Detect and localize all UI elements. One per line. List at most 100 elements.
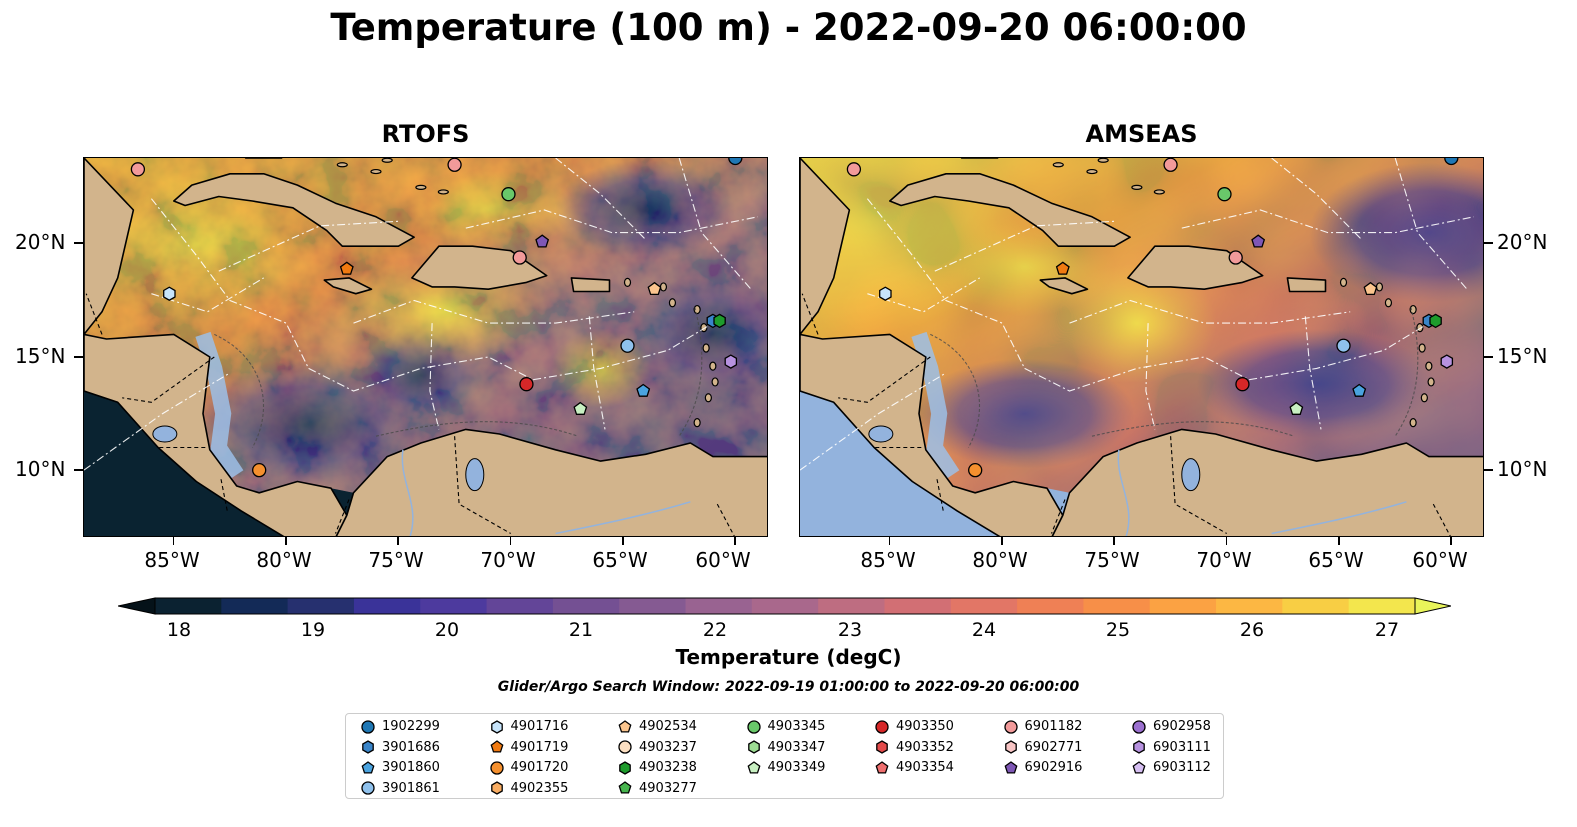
bahamas-island — [1086, 168, 1098, 175]
panel-title-rtofs: RTOFS — [381, 120, 470, 148]
float-marker-4901719[interactable] — [1055, 261, 1070, 275]
float-marker-4903238[interactable] — [713, 313, 726, 329]
lon-tick — [1450, 537, 1452, 545]
float-marker-4901716[interactable] — [163, 286, 176, 301]
float-marker-1902299[interactable] — [1444, 158, 1459, 166]
float-marker-4902534[interactable] — [1363, 281, 1378, 296]
lon-tick — [888, 537, 891, 545]
legend-label: 1902299 — [382, 719, 440, 734]
legend-label: 4901720 — [510, 760, 569, 775]
eez-boundary — [588, 316, 606, 430]
legend-marker-circle-icon — [875, 719, 889, 734]
lake-nicaragua — [152, 425, 178, 443]
float-marker-4901716[interactable] — [879, 286, 892, 301]
float-marker-4903238[interactable] — [1429, 313, 1442, 329]
legend-label: 6902916 — [1024, 760, 1083, 775]
legend-label: 4901719 — [510, 739, 569, 755]
legend-item: 4903350 — [874, 717, 954, 737]
lon-label-80w: 80°W — [972, 548, 1028, 572]
eez-boundary — [84, 372, 231, 471]
lon-label-65w: 65°W — [1308, 548, 1364, 572]
eez-boundary — [1181, 209, 1474, 234]
land-yucatan — [84, 158, 135, 336]
lat-tick — [1484, 469, 1493, 471]
lake-maracaibo — [1181, 458, 1201, 492]
float-marker-6901182[interactable] — [447, 158, 462, 172]
legend-label: 4903347 — [767, 739, 826, 755]
float-marker-4903350[interactable] — [519, 377, 534, 392]
legend-label: 4903345 — [767, 719, 826, 734]
land-cuba — [173, 173, 415, 247]
legend-label: 4903349 — [767, 760, 826, 775]
land-cuba — [889, 173, 1131, 247]
lon-label-60w: 60°W — [695, 548, 751, 572]
float-marker-4901720[interactable] — [968, 462, 983, 478]
float-marker-4902534[interactable] — [647, 281, 662, 296]
lesser-antilles-island — [1420, 393, 1428, 403]
bahamas-island — [1153, 189, 1165, 195]
bahamas-island — [1131, 184, 1143, 191]
legend-item: 4903354 — [874, 758, 954, 778]
legend-label: 3901686 — [382, 739, 440, 755]
lesser-antilles-island — [693, 418, 701, 428]
float-marker-4903345[interactable] — [501, 187, 516, 202]
float-marker-6903111[interactable] — [1440, 354, 1454, 369]
lat-label-left-10n: 10°N — [15, 457, 66, 481]
float-marker-3901861[interactable] — [620, 338, 635, 353]
float-marker-4901719[interactable] — [339, 261, 354, 275]
legend-item: 3901860 — [360, 758, 440, 778]
eez-boundary — [429, 323, 440, 430]
float-marker-6903111[interactable] — [724, 354, 738, 369]
colorbar-segment — [818, 598, 886, 614]
lon-label-85w: 85°W — [144, 548, 200, 572]
bahamas-island — [415, 184, 427, 191]
bahamas-island — [1097, 158, 1109, 163]
float-legend: 1902299 3901686 3901860 3901861 4901716 49017… — [345, 713, 1224, 799]
float-marker-4903350[interactable] — [1235, 377, 1250, 392]
eez-boundary — [1271, 158, 1362, 240]
float-marker-3901860[interactable] — [1352, 383, 1367, 397]
lesser-antilles-island — [704, 393, 712, 403]
legend-item: 6903112 — [1131, 758, 1211, 778]
map-panel-rtofs — [83, 157, 768, 537]
lesser-antilles-island — [659, 282, 668, 292]
float-marker-1902299[interactable] — [728, 158, 743, 166]
lat-tick — [74, 242, 83, 244]
legend-item: 4902534 — [617, 717, 697, 737]
float-marker-6901182[interactable] — [512, 250, 527, 265]
legend-item: 6903111 — [1131, 738, 1211, 758]
float-marker-6901182[interactable] — [1163, 158, 1178, 172]
float-marker-6901182[interactable] — [130, 162, 146, 177]
bahamas-island — [1052, 162, 1064, 168]
eez-boundary — [1145, 323, 1156, 430]
lat-tick — [74, 469, 83, 471]
legend-marker-hexagon-icon — [619, 760, 631, 775]
float-marker-4903349[interactable] — [573, 401, 588, 415]
float-marker-4903345[interactable] — [1217, 187, 1232, 202]
float-marker-4901720[interactable] — [252, 462, 267, 478]
legend-marker-pentagon-icon — [1132, 760, 1146, 774]
float-marker-4903349[interactable] — [1289, 401, 1304, 415]
lesser-antilles-island — [702, 343, 710, 353]
colorbar-segment — [552, 598, 620, 614]
lesser-antilles-island — [1384, 298, 1393, 308]
eez-boundary — [150, 198, 310, 369]
panel-title-amseas: AMSEAS — [1085, 120, 1198, 148]
lon-tick — [1338, 537, 1340, 545]
legend-marker-hexagon-icon — [876, 740, 888, 754]
float-marker-6901182[interactable] — [1228, 250, 1243, 265]
colorbar-segment — [619, 598, 687, 614]
lon-tick — [622, 537, 624, 545]
float-marker-3901860[interactable] — [636, 383, 651, 397]
float-marker-6902916[interactable] — [1251, 234, 1266, 248]
eez-boundary — [1069, 299, 1351, 324]
land-puerto-rico — [1286, 277, 1327, 293]
float-marker-6902916[interactable] — [535, 234, 550, 248]
bahamas-island — [381, 158, 393, 163]
eez-boundary — [800, 372, 947, 471]
float-marker-6901182[interactable] — [846, 162, 862, 177]
land-puerto-rico — [570, 277, 611, 293]
legend-marker-circle-icon — [1003, 719, 1018, 734]
float-marker-3901861[interactable] — [1336, 338, 1351, 353]
lon-tick — [172, 537, 175, 545]
